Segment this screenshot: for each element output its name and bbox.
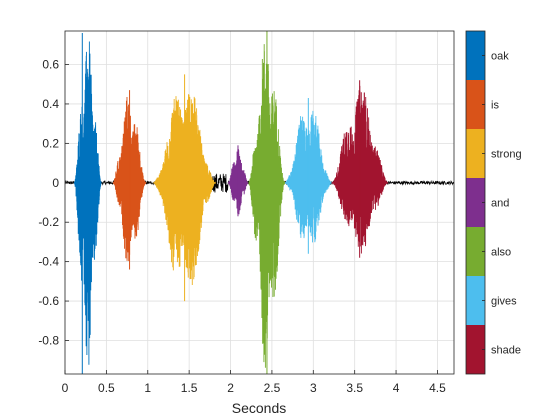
colorbar-swatch-strong [466,129,485,178]
plot-area-frame [64,30,455,375]
x-tick-label-2: 1 [144,381,151,395]
y-tick-label-6: 0.4 [42,97,59,111]
colorbar-swatch-also [466,227,485,276]
colorbar-label-also: also [491,247,511,259]
x-tick-label-5: 2.5 [264,381,281,395]
colorbar-frame [465,30,486,375]
colorbar-swatch-gives [466,276,485,325]
y-tick-label-0: -0.8 [38,333,59,347]
colorbar-label-gives: gives [491,296,517,308]
x-tick-label-4: 2 [227,381,234,395]
x-tick-label-1: 0.5 [98,381,115,395]
x-axis-label: Seconds [232,400,286,416]
colorbar-label-shade: shade [491,345,521,357]
x-tick-label-6: 3 [310,381,317,395]
colorbar: oak is strong and also gives shade [465,30,522,375]
colorbar-swatch-shade [466,325,485,374]
x-tick-label-9: 4.5 [429,381,446,395]
y-tick-label-2: -0.4 [38,255,59,269]
colorbar-swatch-and [466,178,485,227]
y-tick-label-1: -0.6 [38,294,59,308]
x-tick-label-8: 4 [393,381,400,395]
x-tick-label-0: 0 [62,381,69,395]
colorbar-label-oak: oak [491,51,509,63]
x-tick-label-3: 1.5 [181,381,198,395]
colorbar-label-and: and [491,198,509,210]
y-tick-label-7: 0.6 [42,58,59,72]
colorbar-label-strong: strong [491,149,522,161]
axis-ticks: 0 0.5 1 1.5 2 2.5 3 3.5 4 4.5 -0.8 -0.6 -0.4 -0.2 0 0.2… [38,58,446,395]
colorbar-label-is: is [491,100,499,112]
x-tick-label-7: 3.5 [346,381,363,395]
y-tick-label-4: 0 [52,176,59,190]
colorbar-swatch-oak [466,31,485,80]
waveform-plot [65,31,454,374]
waveform-series-group [65,31,454,374]
colorbar-swatch-is [466,80,485,129]
waveform-segment-oak [73,41,102,365]
y-tick-label-3: -0.2 [38,215,59,229]
y-tick-label-5: 0.2 [42,136,59,150]
